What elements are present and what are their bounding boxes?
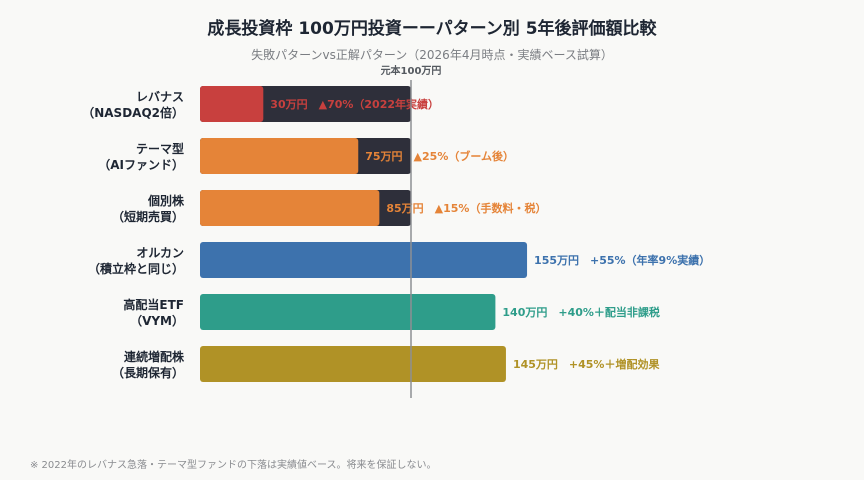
category-label: 高配当ETF （VYM） <box>123 297 184 328</box>
category-label: オルカン（積立枠と同じ） <box>88 246 184 276</box>
category-label: 連続増配株（長期保有） <box>112 349 185 380</box>
reference-line-label: 元本100万円 <box>381 64 442 77</box>
data-label: 75万円 ▲25%（ブーム後） <box>365 149 514 163</box>
category-label: テーマ型（AIファンド） <box>98 141 184 172</box>
bar <box>200 346 506 382</box>
bar <box>200 190 380 226</box>
data-label: 140万円 +40%＋配当非課税 <box>502 305 660 319</box>
chart-subtitle: 失敗パターンvs正解パターン（2026年4月時点・実績ベース試算） <box>251 48 613 62</box>
bar <box>200 138 359 174</box>
bar <box>200 86 264 122</box>
data-label: 145万円 +45%＋増配効果 <box>513 357 660 371</box>
category-label: レバナス（NASDAQ2倍） <box>82 90 184 120</box>
data-label: 85万円 ▲15%（手数料・税） <box>386 201 546 215</box>
chart-title: 成長投資枠 100万円投資ーーパターン別 5年後評価額比較 <box>207 19 657 39</box>
data-label: 30万円 ▲70%（2022年実績） <box>270 97 439 111</box>
bar <box>200 242 528 278</box>
footnote: ※ 2022年のレバナス急落・テーマ型ファンドの下落は実績値ベース。将来を保証し… <box>30 460 437 471</box>
bar <box>200 294 496 330</box>
data-label: 155万円 +55%（年率9%実績） <box>534 253 710 267</box>
category-label: 個別株（短期売買） <box>112 193 185 224</box>
